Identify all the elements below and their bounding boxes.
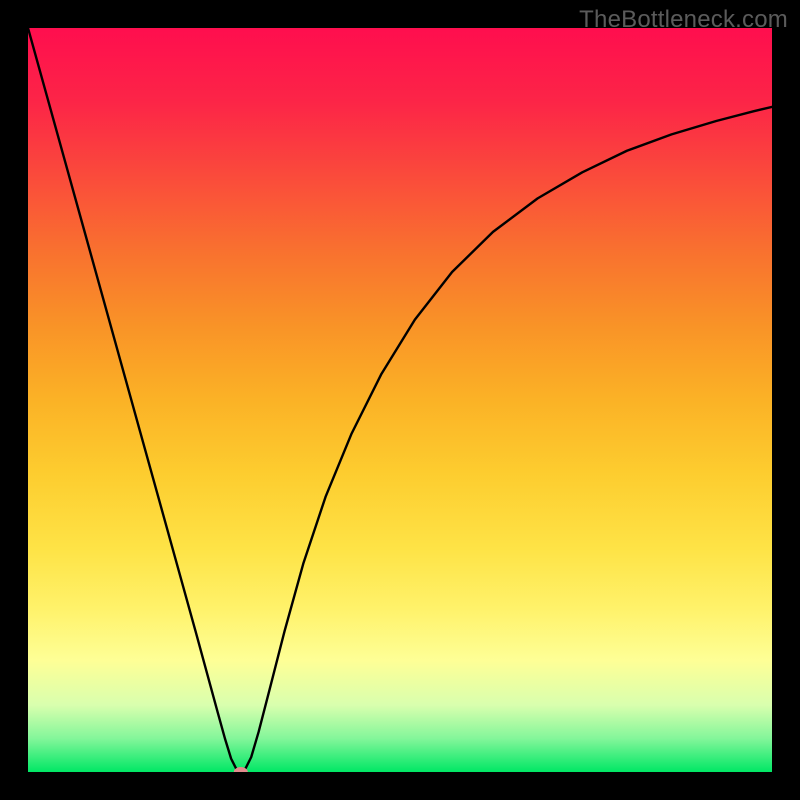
chart-svg — [28, 28, 772, 772]
chart-plot-area — [28, 28, 772, 772]
watermark-text: TheBottleneck.com — [579, 6, 788, 34]
